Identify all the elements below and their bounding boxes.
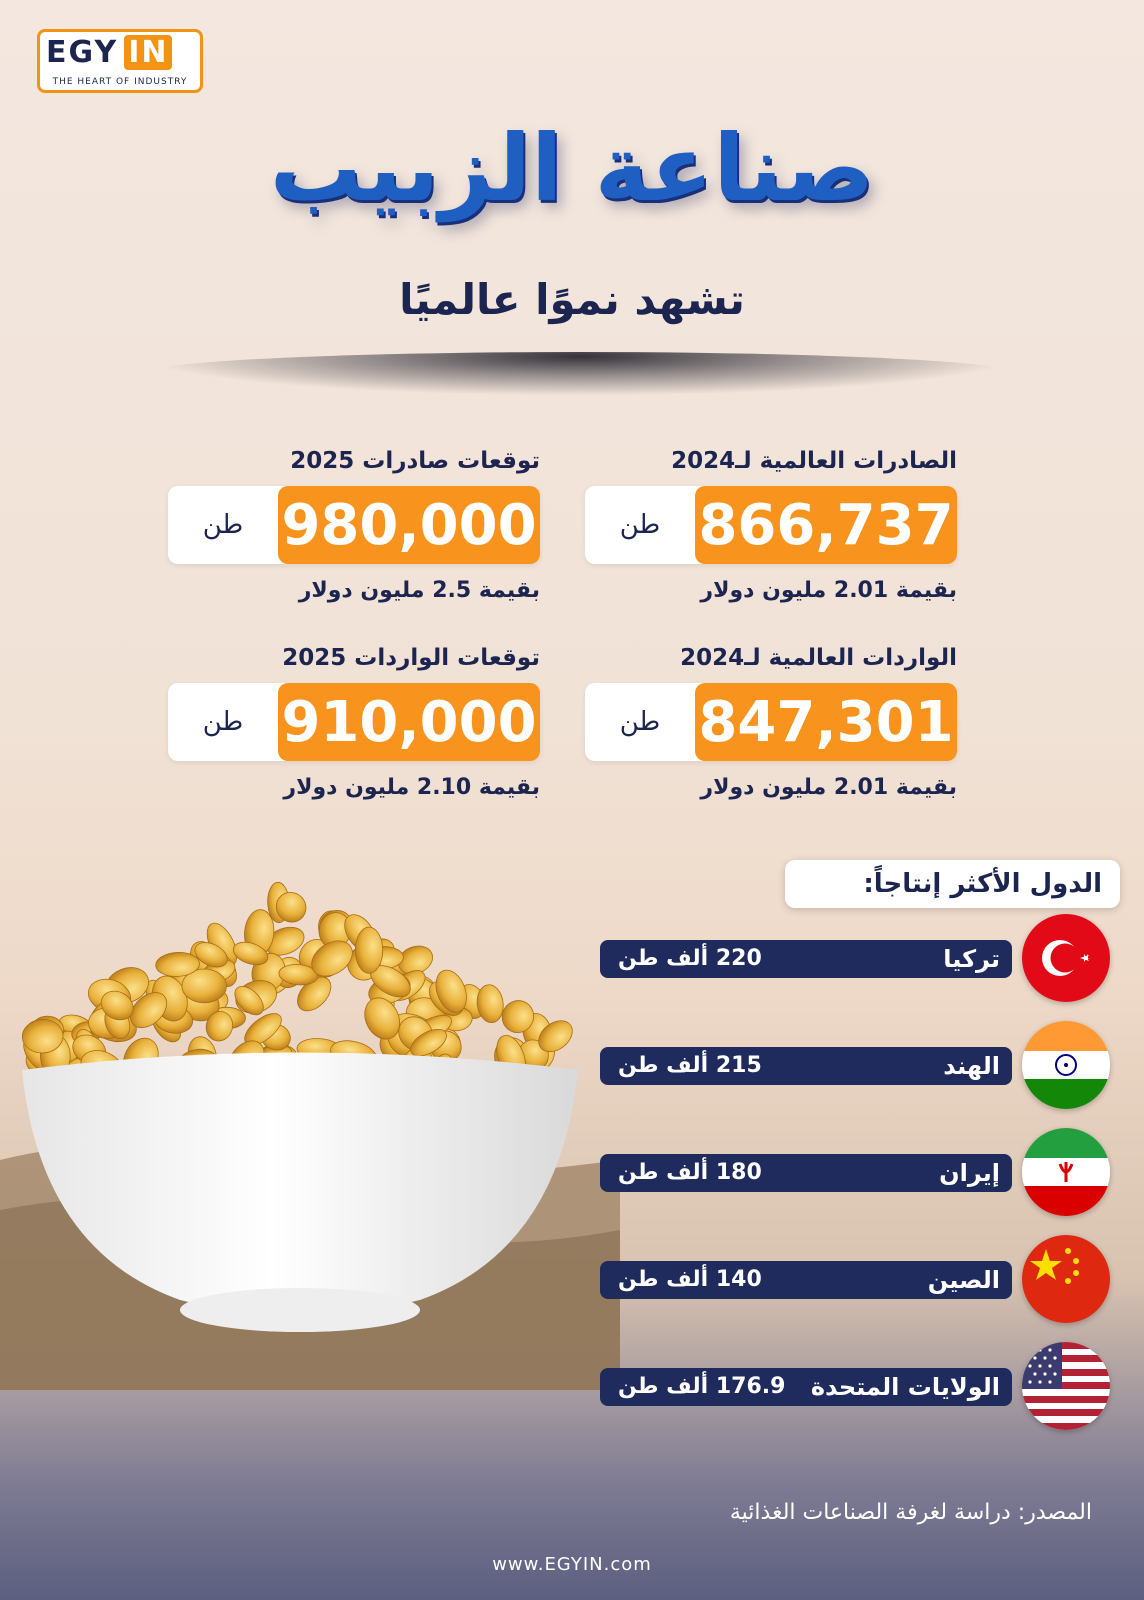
stat-pill: 980,000 طن <box>168 486 540 564</box>
stat-value: بقيمة 2.10 مليون دولار <box>283 775 540 800</box>
stat-exports-2024: الصادرات العالمية لـ2024 866,737 طن بقيم… <box>585 448 957 618</box>
country-row-india: الهند 215 ألف طن <box>600 1021 1120 1111</box>
raisin <box>311 940 353 977</box>
stat-number: 980,000 <box>278 486 540 564</box>
country-value: 176.9 ألف طن <box>618 1374 786 1399</box>
country-bar: الصين 140 ألف طن <box>600 1261 1012 1299</box>
logo-brand-right: IN <box>124 34 173 70</box>
stat-imports-2025: توقعات الواردات 2025 910,000 طن بقيمة 2.… <box>168 645 540 815</box>
raisin <box>476 984 504 1024</box>
raisin <box>275 891 307 923</box>
stat-label: الصادرات العالمية لـ2024 <box>671 448 957 474</box>
country-bar: تركيا 220 ألف طن <box>600 940 1012 978</box>
stat-pill: 847,301 طن <box>585 683 957 761</box>
country-bar: الهند 215 ألف طن <box>600 1047 1012 1085</box>
stat-number: 847,301 <box>695 683 957 761</box>
logo-tagline: THE HEART OF INDUSTRY <box>52 77 188 87</box>
stat-label: الواردات العالمية لـ2024 <box>680 645 957 671</box>
raisin <box>232 941 269 966</box>
raisin <box>100 990 134 1021</box>
raisin <box>364 997 401 1040</box>
logo-brand-left: EGY <box>46 34 119 70</box>
egyin-logo: EGY IN THE HEART OF INDUSTRY <box>37 29 203 93</box>
india-flag-icon <box>1022 1021 1110 1109</box>
raisin-bowl-illustration <box>0 881 620 1390</box>
bowl-base <box>180 1288 420 1332</box>
stat-exports-2025: توقعات صادرات 2025 980,000 طن بقيمة 2.5 … <box>168 448 540 618</box>
raisin <box>21 1018 64 1054</box>
country-row-china: الصين 140 ألف طن <box>600 1235 1120 1325</box>
country-name: تركيا <box>943 945 1000 973</box>
country-value: 220 ألف طن <box>618 946 762 971</box>
stat-unit: طن <box>619 510 661 540</box>
countries-heading: الدول الأكثر إنتاجاً: <box>785 860 1120 908</box>
source-note: المصدر: دراسة لغرفة الصناعات الغذائية <box>729 1500 1092 1525</box>
stat-unit: طن <box>202 707 244 737</box>
stat-pill: 910,000 طن <box>168 683 540 761</box>
country-name: الصين <box>927 1266 1000 1294</box>
raisin <box>297 976 332 1012</box>
stat-value: بقيمة 2.5 مليون دولار <box>298 578 540 603</box>
stat-value: بقيمة 2.01 مليون دولار <box>700 578 957 603</box>
stat-number: 910,000 <box>278 683 540 761</box>
raisin <box>194 942 228 968</box>
country-value: 180 ألف طن <box>618 1160 762 1185</box>
raisin <box>538 1020 573 1053</box>
raisin <box>435 969 467 1013</box>
stat-number: 866,737 <box>695 486 957 564</box>
raisin <box>130 992 168 1029</box>
country-row-usa: الولايات المتحدة 176.9 ألف طن <box>600 1342 1120 1432</box>
stat-value: بقيمة 2.01 مليون دولار <box>700 775 957 800</box>
country-row-iran: إيران 180 ألف طن <box>600 1128 1120 1218</box>
country-value: 215 ألف طن <box>618 1053 762 1078</box>
logo-wordmark: EGY IN <box>46 34 173 70</box>
china-flag-icon <box>1022 1235 1110 1323</box>
country-name: الهند <box>943 1052 1000 1080</box>
usa-flag-icon <box>1022 1342 1110 1430</box>
raisin <box>354 926 384 974</box>
stat-unit: طن <box>202 510 244 540</box>
raisin <box>181 968 227 1004</box>
turkey-flag-icon <box>1022 914 1110 1002</box>
country-row-turkey: تركيا 220 ألف طن <box>600 914 1120 1004</box>
stat-label: توقعات الواردات 2025 <box>282 645 540 671</box>
shadow-divider <box>140 352 1020 396</box>
country-bar: الولايات المتحدة 176.9 ألف طن <box>600 1368 1012 1406</box>
country-bar: إيران 180 ألف طن <box>600 1154 1012 1192</box>
country-name: الولايات المتحدة <box>810 1373 1000 1401</box>
website-link[interactable]: www.EGYIN.com <box>492 1554 652 1575</box>
iran-flag-icon <box>1022 1128 1110 1216</box>
page-subtitle: تشهد نموًا عالميًا <box>399 275 745 324</box>
stat-pill: 866,737 طن <box>585 486 957 564</box>
raisin <box>205 1011 234 1042</box>
raisin <box>410 1028 447 1057</box>
stat-imports-2024: الواردات العالمية لـ2024 847,301 طن بقيم… <box>585 645 957 815</box>
raisin <box>155 951 200 977</box>
raisin <box>278 964 319 986</box>
country-value: 140 ألف طن <box>618 1267 762 1292</box>
bowl <box>22 1052 578 1315</box>
page-title: صناعة الزبيب <box>269 115 875 222</box>
stat-label: توقعات صادرات 2025 <box>290 448 540 474</box>
raisin <box>234 985 264 1016</box>
country-name: إيران <box>939 1159 1000 1187</box>
stat-unit: طن <box>619 707 661 737</box>
raisin <box>501 1000 535 1033</box>
